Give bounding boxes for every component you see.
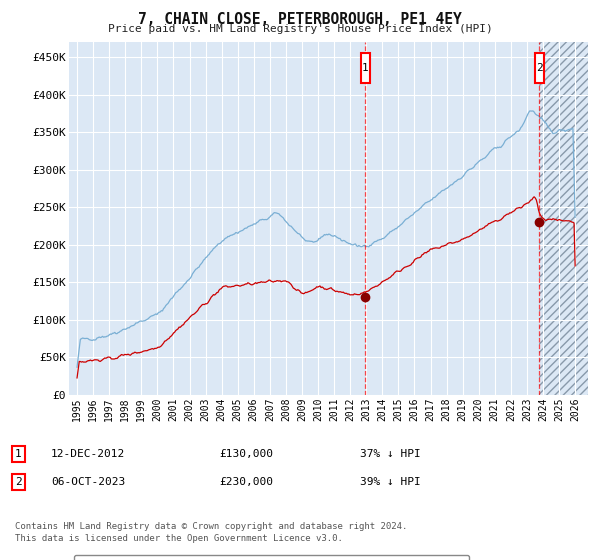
FancyBboxPatch shape — [361, 53, 370, 83]
Text: 2: 2 — [15, 477, 22, 487]
Text: 39% ↓ HPI: 39% ↓ HPI — [360, 477, 421, 487]
Bar — [539, 42, 588, 395]
Text: £130,000: £130,000 — [219, 449, 273, 459]
Text: 37% ↓ HPI: 37% ↓ HPI — [360, 449, 421, 459]
Text: 7, CHAIN CLOSE, PETERBOROUGH, PE1 4EY: 7, CHAIN CLOSE, PETERBOROUGH, PE1 4EY — [138, 12, 462, 27]
Legend: 7, CHAIN CLOSE, PETERBOROUGH, PE1 4EY (detached house), HPI: Average price, deta: 7, CHAIN CLOSE, PETERBOROUGH, PE1 4EY (d… — [74, 556, 469, 560]
Text: 1: 1 — [362, 63, 369, 73]
FancyBboxPatch shape — [535, 53, 544, 83]
Text: Contains HM Land Registry data © Crown copyright and database right 2024.: Contains HM Land Registry data © Crown c… — [15, 522, 407, 531]
Text: 12-DEC-2012: 12-DEC-2012 — [51, 449, 125, 459]
Text: Price paid vs. HM Land Registry's House Price Index (HPI): Price paid vs. HM Land Registry's House … — [107, 24, 493, 34]
Text: 1: 1 — [15, 449, 22, 459]
Text: This data is licensed under the Open Government Licence v3.0.: This data is licensed under the Open Gov… — [15, 534, 343, 543]
Text: 06-OCT-2023: 06-OCT-2023 — [51, 477, 125, 487]
Text: 2: 2 — [536, 63, 542, 73]
Text: £230,000: £230,000 — [219, 477, 273, 487]
